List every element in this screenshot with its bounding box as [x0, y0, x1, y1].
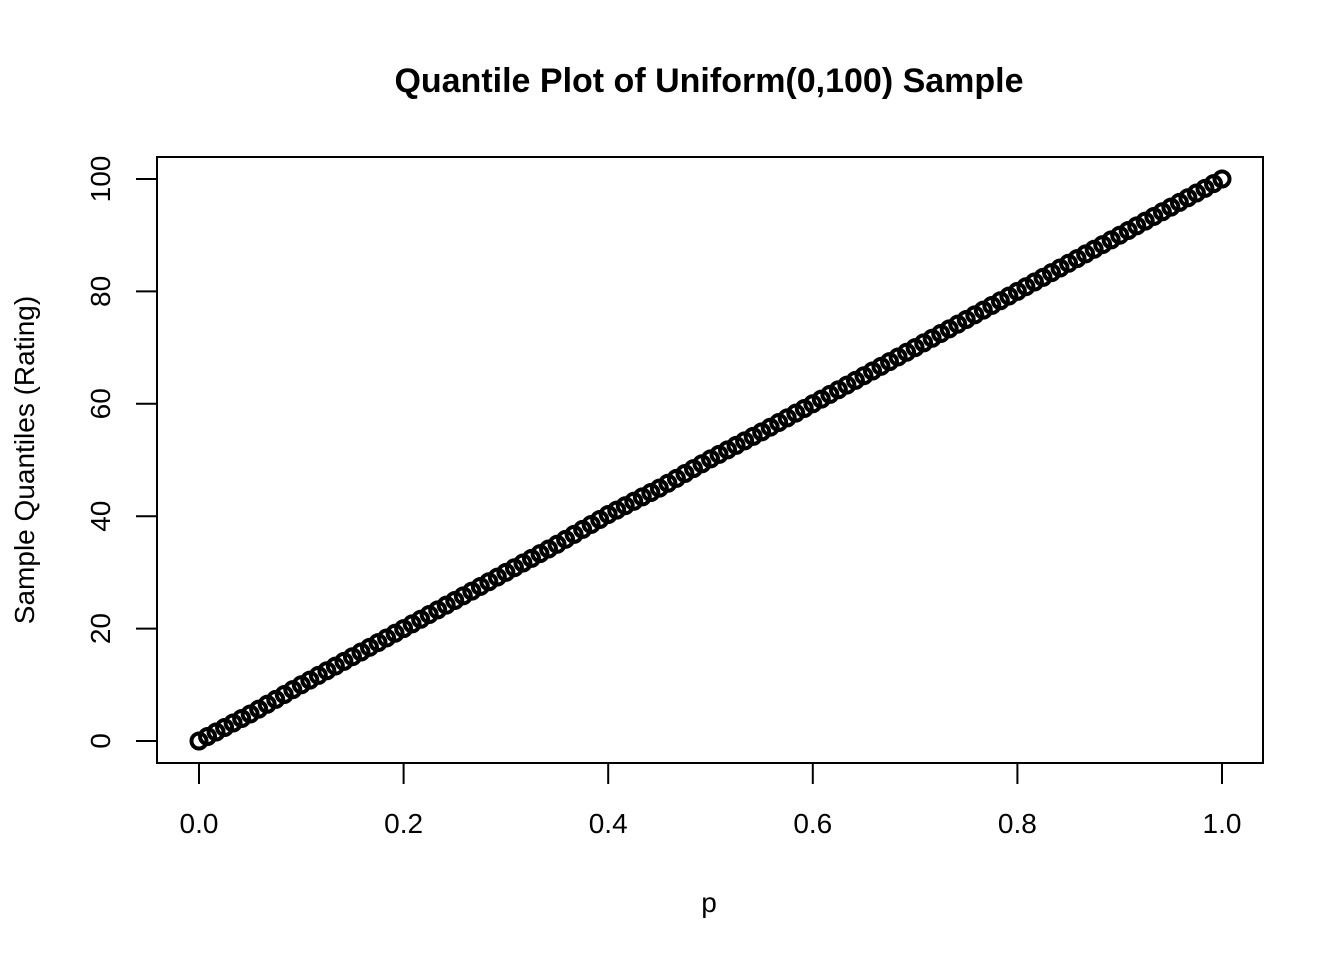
y-tick-label: 20: [85, 613, 116, 644]
y-tick-label: 80: [85, 276, 116, 307]
x-tick-label: 0.6: [793, 808, 832, 839]
x-tick-label: 0.4: [589, 808, 628, 839]
y-axis: 0 20 40 60 80 100: [85, 156, 158, 749]
y-tick-label: 100: [85, 156, 116, 203]
data-point: [1212, 169, 1232, 189]
x-tick-label: 1.0: [1203, 808, 1242, 839]
chart-title: Quantile Plot of Uniform(0,100) Sample: [394, 62, 1023, 100]
data-points: [189, 169, 1232, 751]
x-tick-label: 0.0: [180, 808, 219, 839]
y-tick-label: 60: [85, 388, 116, 419]
x-axis: 0.0 0.2 0.4 0.6 0.8 1.0: [180, 762, 1242, 839]
y-tick-label: 0: [85, 733, 116, 749]
x-tick-label: 0.8: [998, 808, 1037, 839]
x-axis-label: p: [701, 887, 717, 918]
y-tick-label: 40: [85, 501, 116, 532]
y-axis-label: Sample Quantiles (Rating): [9, 296, 40, 624]
x-tick-label: 0.2: [384, 808, 423, 839]
